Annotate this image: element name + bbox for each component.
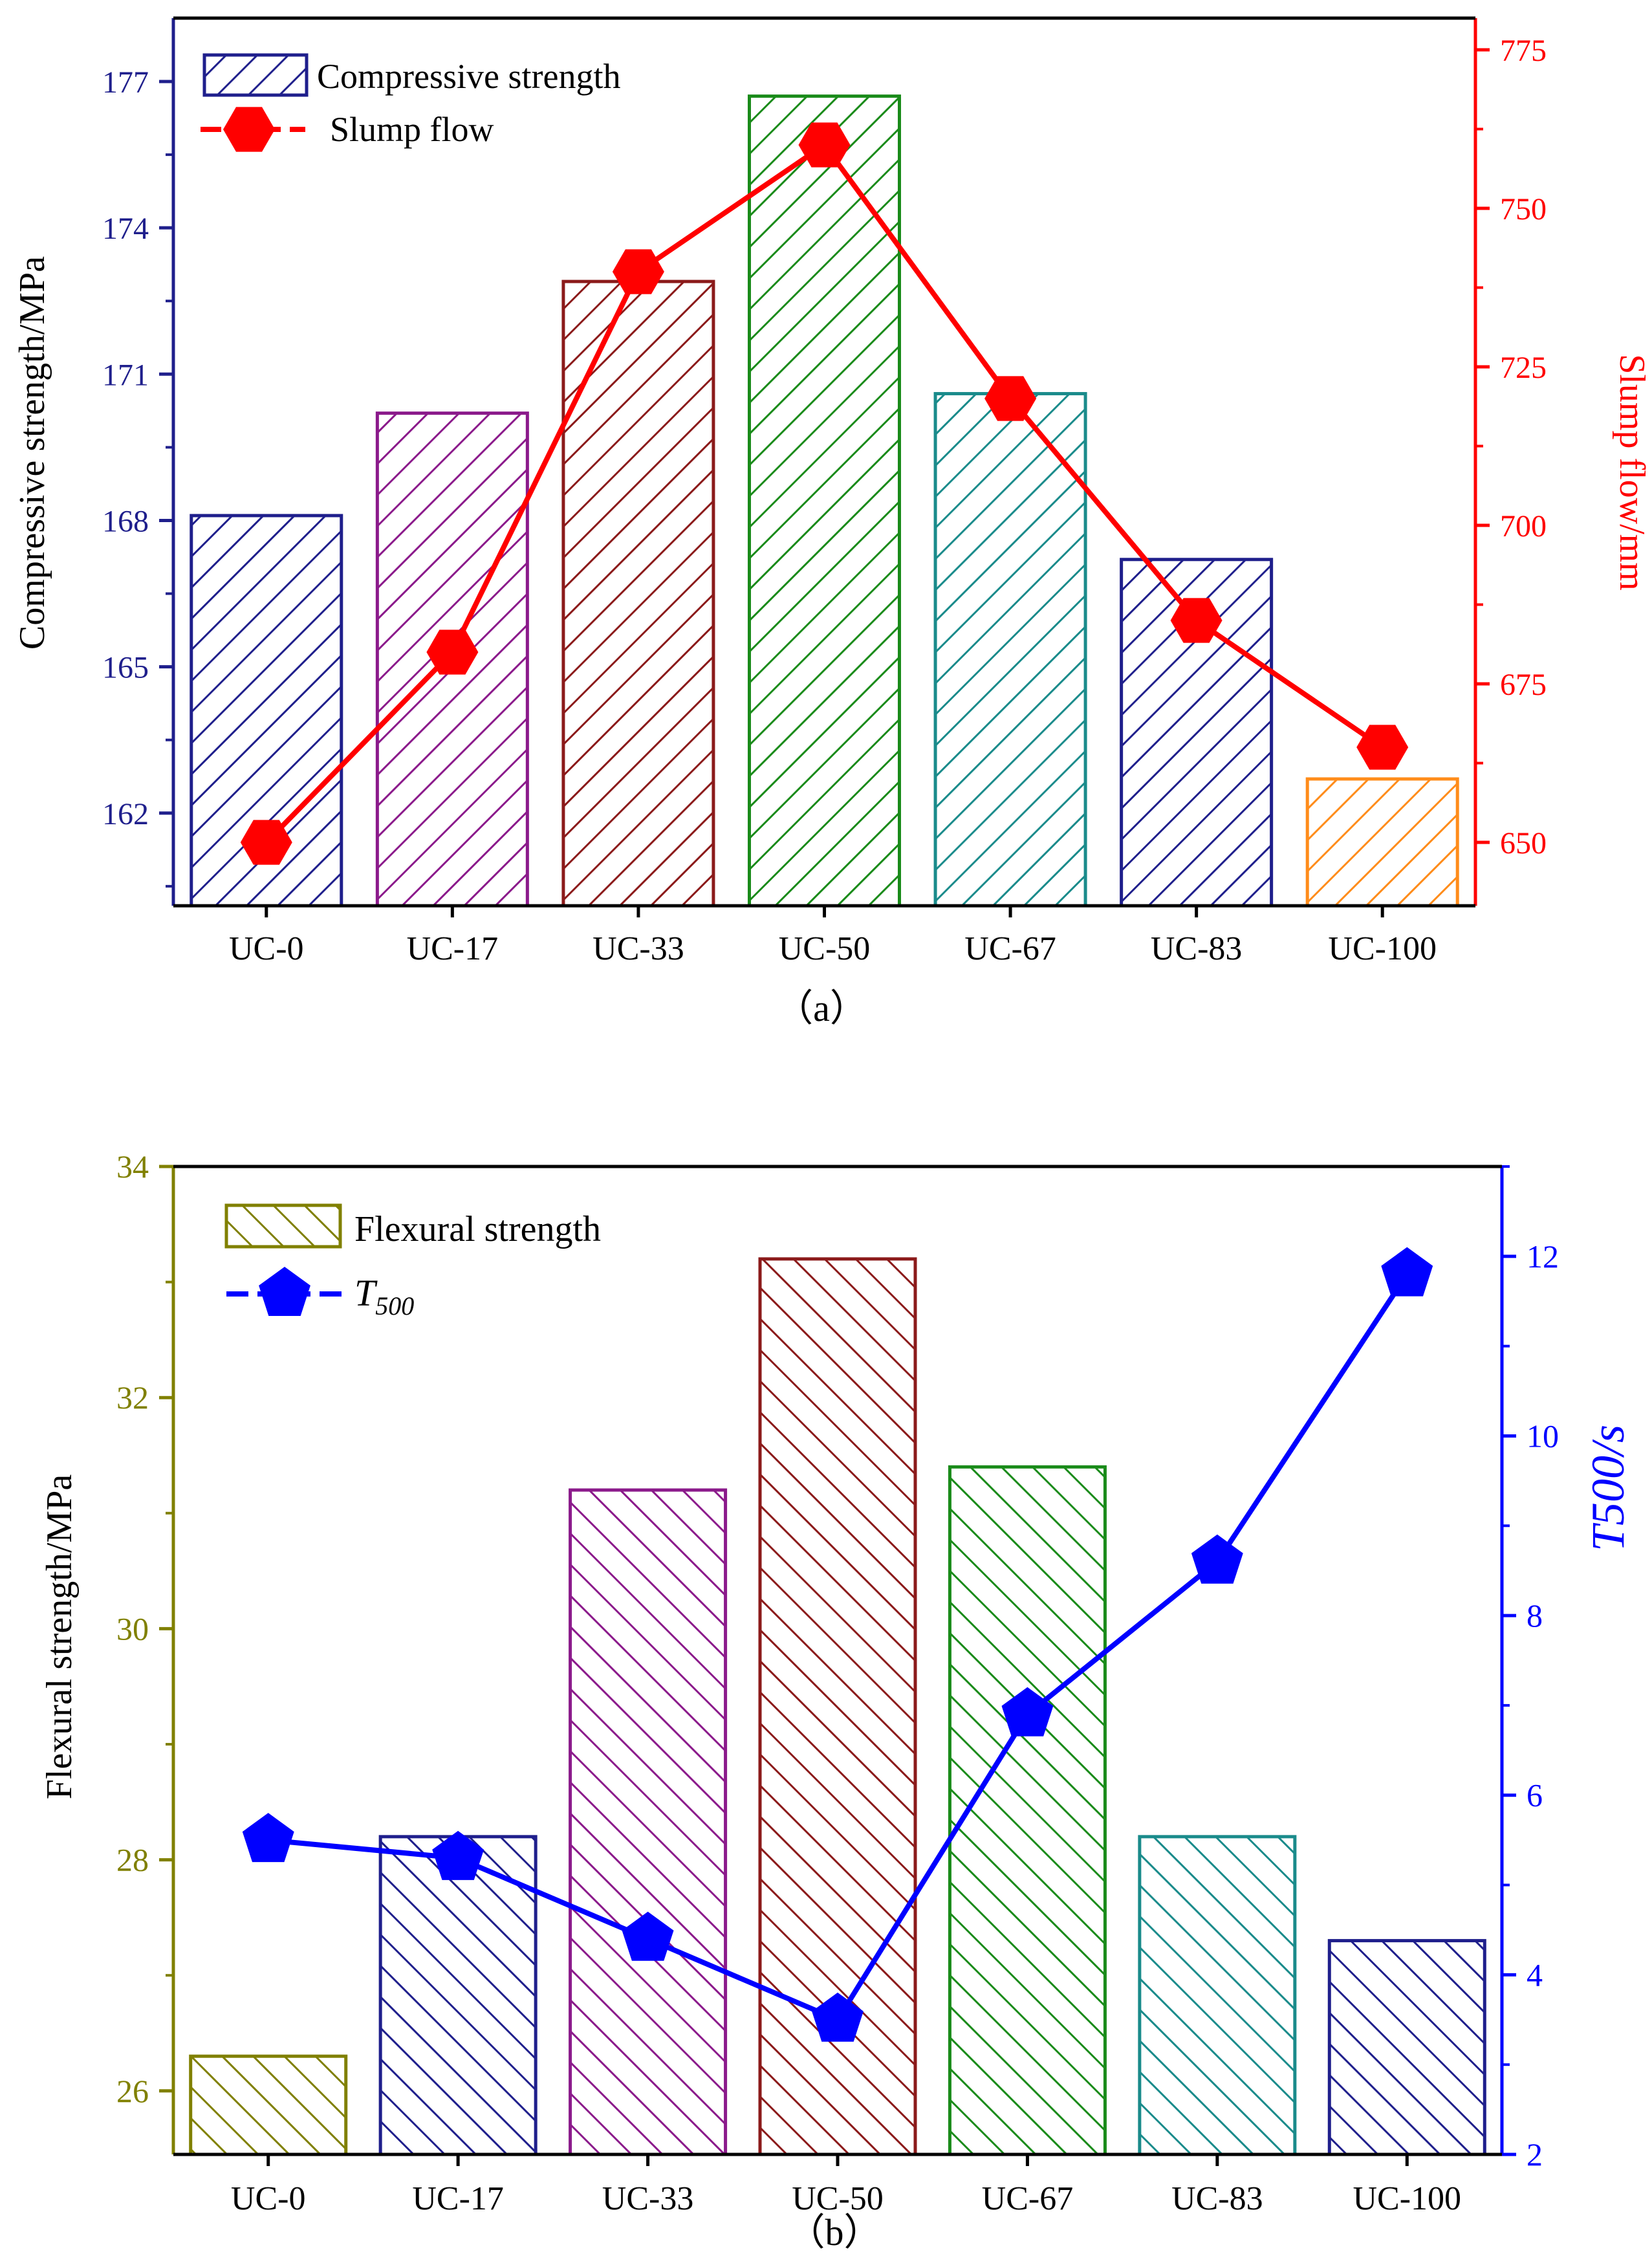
line-point-UC-0 xyxy=(240,820,292,865)
bar-UC-50 xyxy=(748,94,901,908)
bar-UC-67 xyxy=(948,1465,1107,2156)
left-tick-label: 168 xyxy=(102,504,149,538)
left-tick-label: 174 xyxy=(102,212,149,246)
panel-a-right-ticks: 650 675 700 725 750 775 xyxy=(1475,34,1547,860)
x-tick-label: UC-83 xyxy=(1171,2180,1263,2217)
left-tick-label: 32 xyxy=(116,1379,149,1416)
left-tick-label: 162 xyxy=(102,797,149,831)
panel-b-legend: Flexural strength T500 xyxy=(224,1203,601,1320)
line-point-UC-50 xyxy=(812,1992,864,2042)
line-point-UC-83 xyxy=(1191,1534,1243,1584)
panel-b-right-axis-label-text: T500/s xyxy=(1582,1425,1634,1551)
x-tick-label: UC-33 xyxy=(602,2180,694,2217)
line-point-UC-100 xyxy=(1356,725,1409,770)
left-tick-label: 165 xyxy=(102,651,149,685)
x-tick-label: UC-33 xyxy=(592,930,684,967)
right-tick-label: 725 xyxy=(1500,351,1547,385)
right-tick-label: 700 xyxy=(1500,509,1547,543)
panel-a-line xyxy=(240,122,1409,865)
bar-UC-17 xyxy=(378,1835,538,2156)
panel-b-right-axis-label: T500/s xyxy=(1582,1425,1634,1551)
panel-b-x-ticks: UC-0 UC-17 UC-33 UC-50 UC-67 UC-83 UC-100 xyxy=(231,2154,1461,2217)
x-tick-label: UC-17 xyxy=(407,930,499,967)
right-tick-label: 8 xyxy=(1527,1597,1543,1634)
panel-b-left-axis-label: Flexural strength/MPa xyxy=(39,1474,80,1800)
panel-a: 162 165 168 171 174 177 650 675 700 725 750 775 UC… xyxy=(12,16,1652,1029)
panel-a-legend: Compressive strength Slump flow xyxy=(201,53,620,152)
right-tick-label: 775 xyxy=(1500,34,1547,68)
line-point-UC-33 xyxy=(612,249,664,294)
panel-a-right-axis-label: Slump flow/mm xyxy=(1612,354,1652,591)
panel-b-axes xyxy=(171,1165,1504,2156)
right-tick-label: 750 xyxy=(1500,192,1547,226)
x-tick-label: UC-67 xyxy=(982,2180,1074,2217)
left-tick-label: 30 xyxy=(116,1610,149,1647)
bar-UC-67 xyxy=(933,391,1087,908)
legend-t500-marker xyxy=(259,1267,310,1316)
line-point-UC-83 xyxy=(1170,598,1223,643)
left-tick-label: 177 xyxy=(102,65,149,100)
right-tick-label: 2 xyxy=(1527,2136,1543,2173)
bar-UC-83 xyxy=(1138,1835,1297,2156)
line-point-UC-67 xyxy=(984,376,1037,421)
panel-b-left-ticks: 26 28 30 32 34 xyxy=(116,1148,173,2109)
legend-t500-label-sub: 500 xyxy=(375,1291,414,1320)
x-tick-label: UC-17 xyxy=(412,2180,504,2217)
line-point-UC-0 xyxy=(242,1813,294,1863)
x-tick-label: UC-50 xyxy=(792,2180,884,2217)
legend-compressive-swatch xyxy=(202,53,309,97)
panel-a-bars xyxy=(190,94,1459,908)
left-tick-label: 171 xyxy=(102,358,149,392)
left-tick-label: 26 xyxy=(116,2073,149,2109)
legend-t500-label: T500 xyxy=(354,1272,414,1320)
x-tick-label: UC-0 xyxy=(229,930,304,967)
panel-a-label: （a） xyxy=(776,987,867,1029)
panel-a-left-axis-label: Compressive strength/MPa xyxy=(12,256,52,650)
panel-b-line xyxy=(242,1247,1433,2042)
bar-UC-100 xyxy=(1327,1939,1486,2156)
legend-flexural-label: Flexural strength xyxy=(354,1209,601,1249)
line-point-UC-33 xyxy=(622,1911,674,1961)
right-tick-label: 10 xyxy=(1527,1418,1559,1454)
legend-t500-label-main: T xyxy=(354,1272,378,1314)
line-point-UC-17 xyxy=(432,1830,484,1880)
bar-UC-100 xyxy=(1305,777,1459,908)
x-tick-label: UC-100 xyxy=(1328,930,1437,967)
legend-slump-label: Slump flow xyxy=(330,110,494,149)
right-tick-label: 650 xyxy=(1500,826,1547,860)
line-point-UC-50 xyxy=(798,122,851,168)
panel-a-left-ticks: 162 165 168 171 174 177 xyxy=(102,65,173,888)
panel-b-label: （b） xyxy=(787,2211,881,2253)
left-tick-label: 34 xyxy=(116,1148,149,1185)
line-point-UC-100 xyxy=(1381,1247,1433,1297)
right-tick-label: 675 xyxy=(1500,668,1547,702)
legend-compressive-label: Compressive strength xyxy=(317,57,620,96)
right-tick-label: 12 xyxy=(1527,1238,1559,1275)
x-tick-label: UC-0 xyxy=(231,2180,306,2217)
line-point-UC-17 xyxy=(426,630,479,675)
left-tick-label: 28 xyxy=(116,1842,149,1878)
x-tick-label: UC-50 xyxy=(779,930,871,967)
line-point-UC-67 xyxy=(1001,1687,1054,1736)
panel-b-right-ticks: 2 4 6 8 10 12 xyxy=(1502,1165,1559,2173)
panel-a-x-ticks: UC-0 UC-17 UC-33 UC-50 UC-67 UC-83 UC-100 xyxy=(229,906,1437,967)
x-tick-label: UC-100 xyxy=(1353,2180,1462,2217)
right-tick-label: 6 xyxy=(1527,1777,1543,1813)
bar-UC-0 xyxy=(189,2054,348,2156)
x-tick-label: UC-67 xyxy=(964,930,1056,967)
bar-UC-33 xyxy=(569,1488,728,2156)
legend-flexural-swatch xyxy=(224,1203,342,1249)
x-tick-label: UC-83 xyxy=(1151,930,1243,967)
right-tick-label: 4 xyxy=(1527,1956,1543,1993)
legend-slump-marker xyxy=(223,107,275,152)
